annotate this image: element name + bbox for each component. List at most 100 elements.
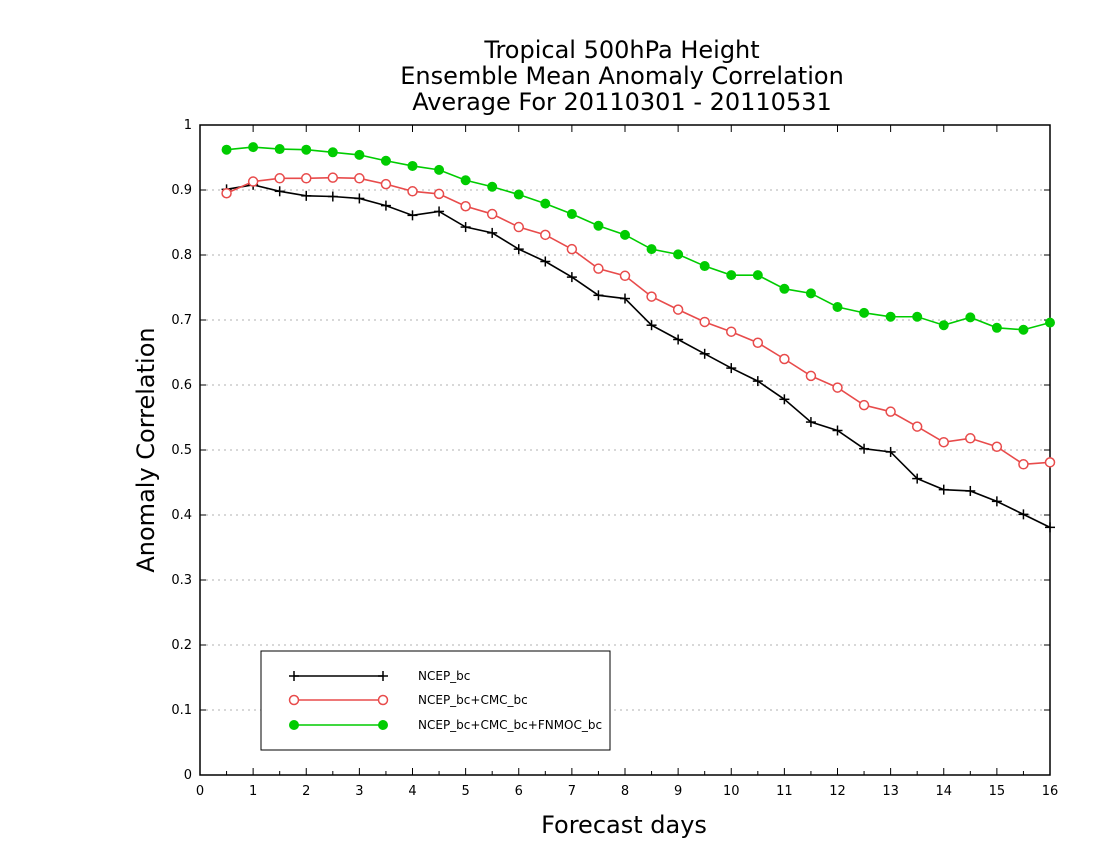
series-1-point-16 xyxy=(646,291,657,302)
series-1-point-2 xyxy=(274,173,285,184)
legend-marker-end-2 xyxy=(378,720,388,730)
series-1-point-9 xyxy=(460,201,471,212)
series-1-point-12 xyxy=(540,229,551,241)
title-line-1: Tropical 500hPa Height xyxy=(483,36,759,64)
series-1-point-19 xyxy=(726,326,737,337)
legend-label-1: NCEP_bc+CMC_bc xyxy=(418,693,528,707)
legend-label-2: NCEP_bc+CMC_bc+FNMOC_bc xyxy=(418,718,602,732)
series-1-point-5 xyxy=(354,173,365,184)
legend-marker-end-0 xyxy=(378,671,388,681)
series-0-point-4 xyxy=(327,191,338,202)
series-0-point-26 xyxy=(912,473,923,484)
x-tick-label-4: 4 xyxy=(408,784,416,799)
series-2-point-21 xyxy=(779,283,790,294)
series-0-point-6 xyxy=(380,200,391,211)
series-0-point-17 xyxy=(673,334,684,345)
x-tick-label-14: 14 xyxy=(935,784,952,799)
series-0-point-27 xyxy=(938,484,949,495)
y-tick-label-0: 0 xyxy=(184,768,192,783)
x-tick-label-1: 1 xyxy=(249,784,257,799)
series-2-point-8 xyxy=(434,164,445,175)
x-axis-label: Forecast days xyxy=(541,811,707,839)
series-1-point-13 xyxy=(566,243,578,255)
series-0-point-21 xyxy=(779,394,790,405)
series-1-point-21 xyxy=(779,353,790,365)
y-tick-label-9: 0.9 xyxy=(171,183,192,198)
series-0-point-7 xyxy=(407,210,418,221)
y-tick-label-4: 0.4 xyxy=(171,508,192,523)
series-0-point-8 xyxy=(434,206,445,217)
x-tick-label-10: 10 xyxy=(723,784,740,799)
series-1-point-8 xyxy=(433,188,445,200)
series-2-point-26 xyxy=(912,311,923,322)
series-0-point-16 xyxy=(646,320,657,331)
series-2-point-12 xyxy=(540,198,551,209)
x-tick-label-16: 16 xyxy=(1042,784,1059,799)
y-tick-label-3: 0.3 xyxy=(171,573,192,588)
series-1-point-15 xyxy=(619,270,631,282)
series-2-point-29 xyxy=(991,322,1002,333)
series-2-point-23 xyxy=(832,302,843,312)
series-2 xyxy=(221,142,1055,335)
x-tick-label-12: 12 xyxy=(829,784,846,799)
series-2-point-31 xyxy=(1045,317,1055,328)
series-2-point-4 xyxy=(327,147,338,158)
series-2-point-27 xyxy=(938,320,949,331)
series-0-point-15 xyxy=(620,293,630,304)
series-2-point-1 xyxy=(248,142,259,153)
series-1-point-11 xyxy=(513,221,524,233)
series-0-point-25 xyxy=(885,446,896,457)
series-1-point-27 xyxy=(938,436,949,448)
series-1-point-31 xyxy=(1044,457,1056,468)
series-2-point-5 xyxy=(354,149,365,160)
series-2-point-9 xyxy=(460,175,471,186)
series-1-point-14 xyxy=(593,263,604,274)
x-tick-label-8: 8 xyxy=(621,784,629,799)
series-1-point-18 xyxy=(699,316,710,328)
series-1-point-10 xyxy=(486,208,498,220)
y-tick-label-2: 0.2 xyxy=(171,638,192,653)
series-0-point-5 xyxy=(354,193,365,204)
series-0-point-20 xyxy=(752,376,763,387)
x-tick-label-3: 3 xyxy=(355,784,363,799)
series-0-point-28 xyxy=(965,485,976,496)
legend-marker-start-0 xyxy=(289,671,299,681)
y-tick-label-1: 0.1 xyxy=(171,703,192,718)
series-0-point-31 xyxy=(1045,522,1055,533)
x-tick-label-11: 11 xyxy=(776,784,793,799)
series-2-point-3 xyxy=(301,144,312,155)
series-2-point-19 xyxy=(726,270,737,281)
series-2-point-10 xyxy=(487,181,498,192)
series-group xyxy=(221,142,1056,533)
legend-marker-end-1 xyxy=(377,694,389,706)
series-1-point-26 xyxy=(911,421,923,432)
series-2-point-6 xyxy=(380,155,391,166)
x-tick-label-2: 2 xyxy=(302,784,310,799)
y-tick-label-5: 0.5 xyxy=(171,443,192,458)
series-1-point-22 xyxy=(805,370,817,382)
series-2-point-16 xyxy=(646,244,657,255)
series-line-0 xyxy=(226,183,1051,529)
series-2-point-2 xyxy=(274,144,285,155)
series-2-point-11 xyxy=(513,189,524,200)
x-tick-label-6: 6 xyxy=(515,784,523,799)
series-0-point-23 xyxy=(832,425,843,436)
series-1-point-20 xyxy=(752,337,764,348)
y-tick-label-8: 0.8 xyxy=(171,248,192,263)
series-2-point-24 xyxy=(859,307,870,318)
legend: NCEP_bc NCEP_bc+CMC_bc NCEP_bc+CMC_bc+FNMO… xyxy=(260,650,611,751)
title-line-2: Ensemble Mean Anomaly Correlation xyxy=(400,62,844,90)
y-tick-label-7: 0.7 xyxy=(171,313,192,328)
x-tick-label-7: 7 xyxy=(568,784,576,799)
series-2-point-17 xyxy=(673,249,684,260)
series-2-point-7 xyxy=(407,160,418,171)
series-0-point-12 xyxy=(540,256,551,267)
series-0-point-13 xyxy=(566,272,577,283)
axes: 00.10.20.30.40.50.60.70.80.910 1 2 3 4 5 6 7 8 9 1… xyxy=(171,118,1058,799)
series-2-point-30 xyxy=(1018,324,1029,335)
legend-marker-start-1 xyxy=(288,694,300,706)
series-line-2 xyxy=(226,146,1051,331)
series-0-point-3 xyxy=(301,190,312,201)
series-1-point-7 xyxy=(407,186,418,197)
